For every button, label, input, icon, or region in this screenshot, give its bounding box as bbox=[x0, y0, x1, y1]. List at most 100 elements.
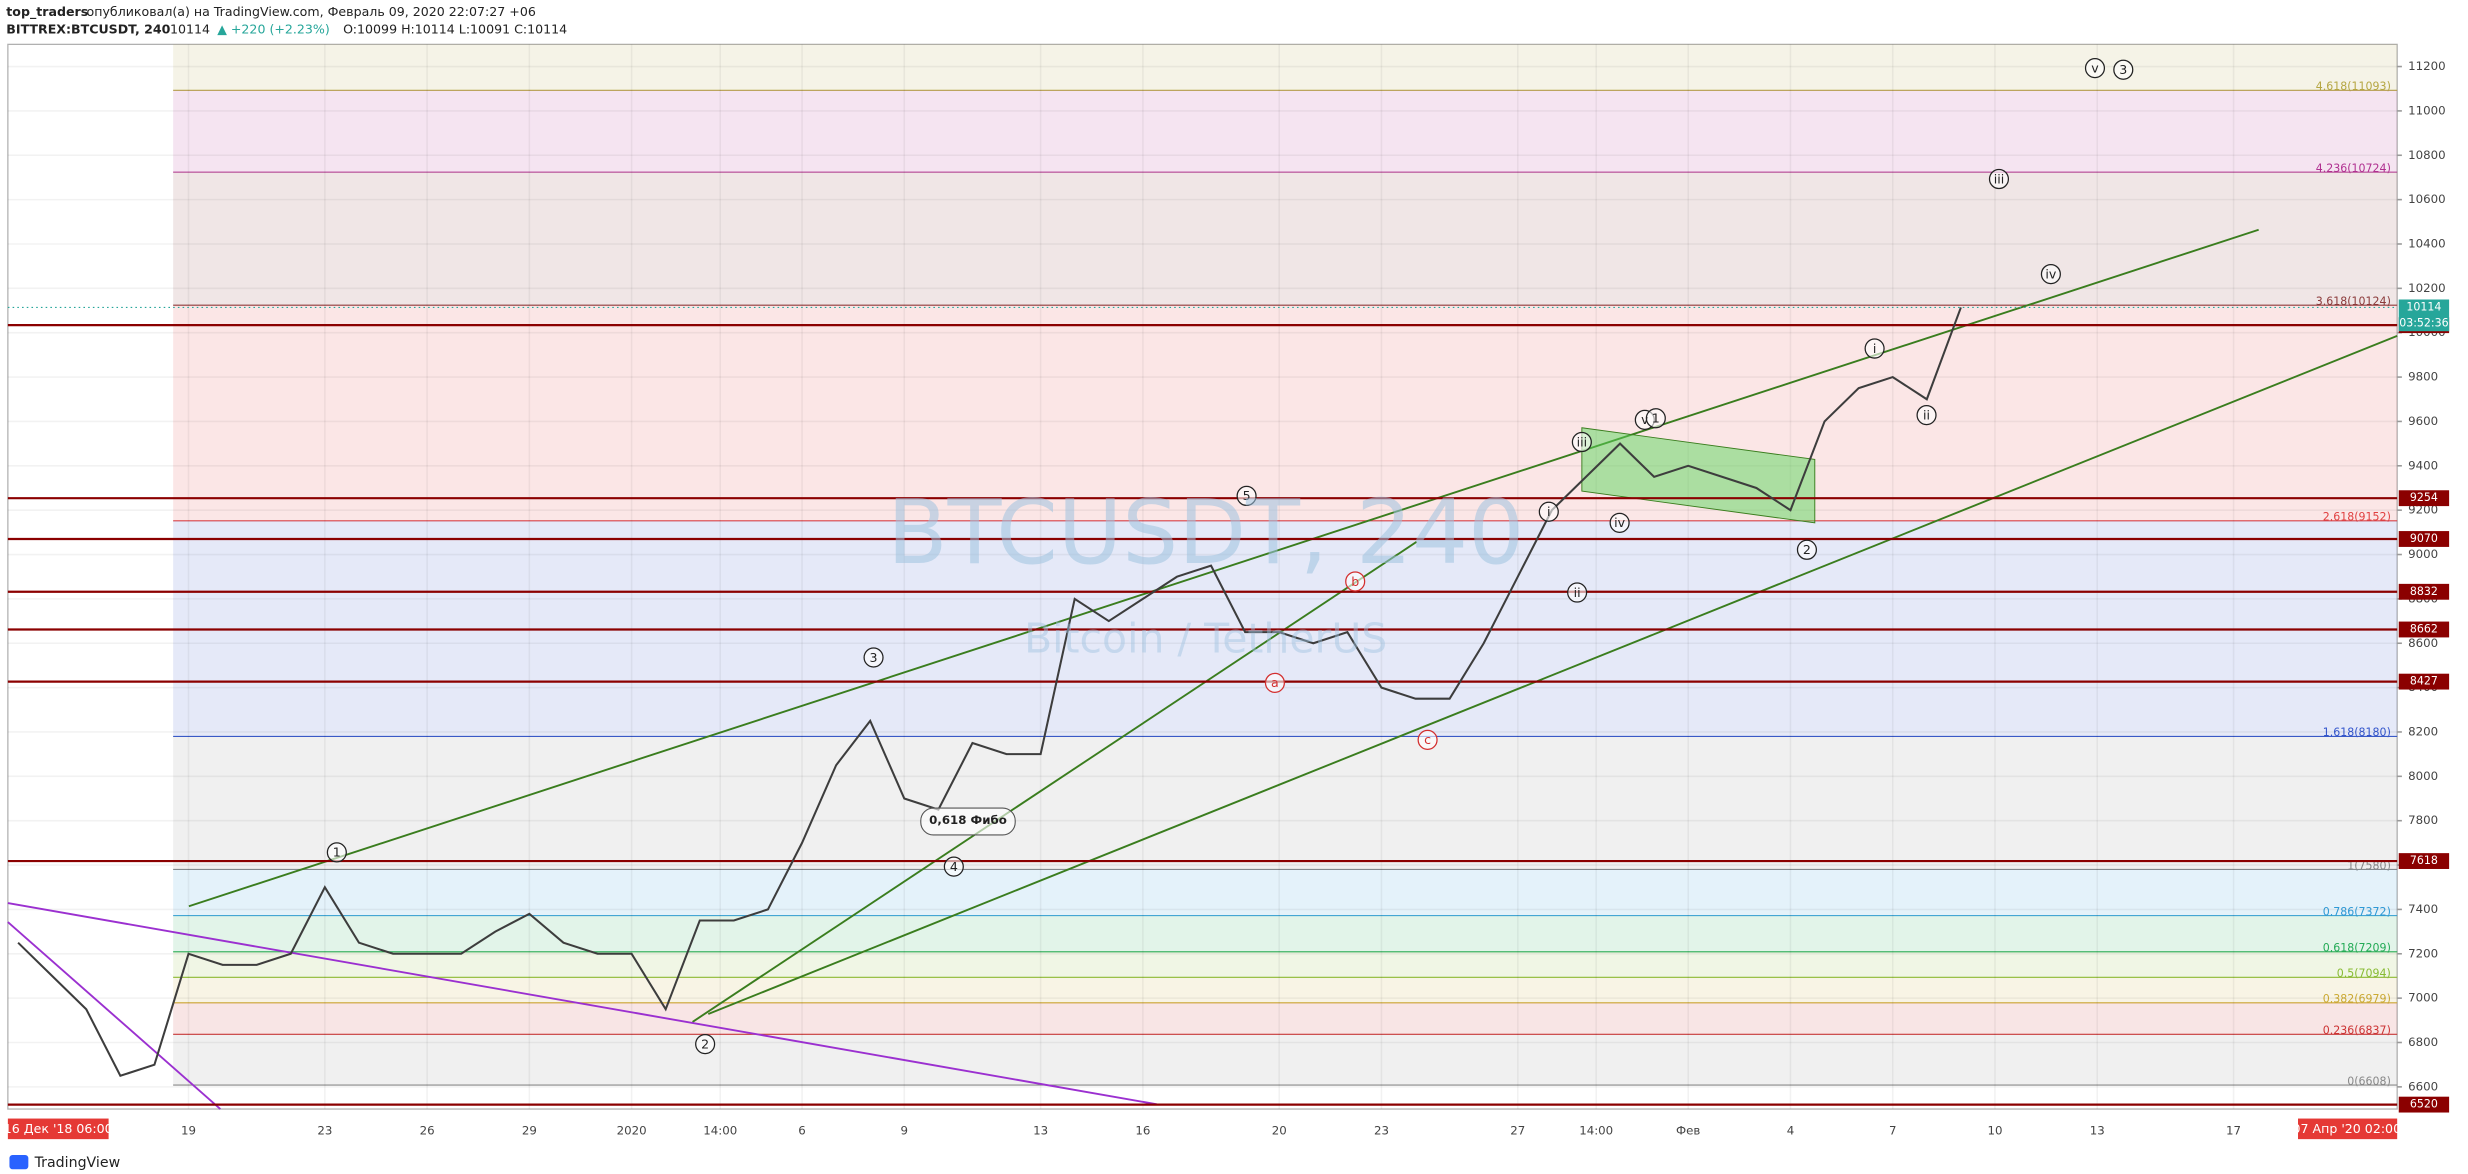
wave-circle bbox=[1345, 571, 1366, 592]
plot-frame bbox=[7, 43, 2398, 1110]
wave-label: 2 bbox=[1803, 542, 1811, 557]
wave-label: iv bbox=[1614, 515, 1625, 530]
symbol: BITTREX:BTCUSDT, 240 bbox=[6, 22, 170, 37]
change: ▲ +220 (+2.23%) bbox=[217, 22, 330, 37]
y-tick-label: 7800 bbox=[2408, 813, 2438, 827]
level-tag bbox=[2398, 673, 2450, 690]
level-tag bbox=[2398, 1096, 2450, 1113]
y-tick-label: 10400 bbox=[2408, 236, 2446, 250]
wave-label: i bbox=[1547, 504, 1551, 519]
last-price-header: 10114 bbox=[170, 22, 210, 37]
fib-label: 0.618(7209) bbox=[2323, 942, 2391, 955]
wave-circle bbox=[1567, 582, 1588, 603]
fib-label: 3.618(10124) bbox=[2316, 295, 2391, 308]
trend-line bbox=[7, 921, 221, 1110]
fib-label: 0.382(6979) bbox=[2323, 993, 2391, 1006]
y-tick-label: 9400 bbox=[2408, 458, 2438, 472]
countdown: 03:52:36 bbox=[2399, 316, 2448, 329]
fib-label: 4.618(11093) bbox=[2316, 80, 2391, 93]
y-tick-label: 11200 bbox=[2408, 59, 2446, 73]
wave-label: a bbox=[1271, 675, 1279, 690]
fib-band bbox=[173, 1034, 2398, 1086]
fib-label: 2.618(9152) bbox=[2323, 511, 2391, 524]
fib-band bbox=[173, 977, 2398, 1003]
wave-circle bbox=[2040, 263, 2061, 285]
level-tag-label: 6520 bbox=[2410, 1098, 2438, 1111]
last-price-tag bbox=[2398, 299, 2450, 332]
x-tick-label: 19 bbox=[181, 1124, 196, 1138]
wave-label: ii bbox=[1574, 585, 1581, 600]
x-tick-label: 29 bbox=[522, 1124, 537, 1138]
x-tick-label: 14:00 bbox=[1579, 1124, 1613, 1138]
x-tick-label: 2020 bbox=[617, 1124, 647, 1138]
wave-circle bbox=[1796, 539, 1818, 560]
last-price-label: 10114 bbox=[2406, 300, 2441, 313]
wave-circle bbox=[326, 842, 347, 863]
x-tick-label: 14:00 bbox=[703, 1124, 737, 1138]
wave-label: 2 bbox=[701, 1036, 709, 1051]
fib-band bbox=[173, 90, 2398, 173]
fib-band bbox=[173, 951, 2398, 978]
ohlc: O:10099 H:10114 L:10091 C:10114 bbox=[343, 22, 567, 37]
author: top_traders bbox=[6, 4, 88, 20]
x-tick-label: 17 bbox=[2226, 1124, 2241, 1138]
level-tag-label: 8662 bbox=[2410, 622, 2438, 635]
x-tick-label: 4 bbox=[1787, 1124, 1795, 1138]
footer: TradingView bbox=[34, 1155, 121, 1171]
published: опубликовал(а) на TradingView.com, Февра… bbox=[87, 4, 536, 19]
x-tick-label: 7 bbox=[1889, 1124, 1897, 1138]
fib-band bbox=[173, 736, 2398, 870]
watermark-sub: Bitcoin / TetherUS bbox=[1024, 615, 1387, 663]
x-tick-label: 10 bbox=[1987, 1124, 2002, 1138]
wave-circle bbox=[695, 1033, 716, 1055]
y-tick-label: 9000 bbox=[2408, 547, 2438, 561]
wave-label: 1 bbox=[1652, 411, 1660, 426]
wave-circle bbox=[943, 856, 964, 877]
fib-label: 1.618(8180) bbox=[2323, 726, 2391, 739]
x-tick-label: 27 bbox=[1510, 1124, 1525, 1138]
wave-circle bbox=[1645, 408, 1666, 429]
fib-band bbox=[173, 915, 2398, 952]
fib-label: 1(7580) bbox=[2347, 859, 2391, 872]
y-tick-label: 11000 bbox=[2408, 103, 2446, 117]
wave-circle bbox=[1571, 431, 1592, 453]
trend-line bbox=[707, 334, 2398, 1015]
fib-label: 0.236(6837) bbox=[2323, 1024, 2391, 1037]
wave-circle bbox=[1916, 404, 1937, 426]
y-tick-label: 8600 bbox=[2408, 636, 2438, 650]
y-tick-label: 7400 bbox=[2408, 902, 2438, 916]
range-start-bg bbox=[7, 1118, 109, 1140]
wave-label: v bbox=[1641, 412, 1649, 427]
wave-label: 3 bbox=[2119, 62, 2127, 77]
level-tag bbox=[2398, 531, 2450, 547]
wave-label: v bbox=[2091, 60, 2099, 75]
fib-label: 0.5(7094) bbox=[2337, 967, 2391, 980]
x-tick-label: 26 bbox=[420, 1124, 435, 1138]
wave-circle bbox=[1988, 168, 2010, 190]
plot-layer: 4.618(11093) 4.236(10724) 3.618(10124) 2.61… bbox=[7, 44, 2450, 1138]
y-tick-label: 10800 bbox=[2408, 148, 2446, 162]
fib-label: 4.236(10724) bbox=[2316, 162, 2391, 175]
level-tag bbox=[2398, 490, 2450, 507]
wave-circle bbox=[1417, 729, 1438, 751]
trend-line bbox=[7, 902, 1158, 1106]
level-tag bbox=[2398, 583, 2450, 600]
level-tag-label: 9070 bbox=[2410, 532, 2438, 545]
wave-circle bbox=[2113, 59, 2134, 80]
x-tick-label: 6 bbox=[798, 1124, 806, 1138]
y-tick-label: 10200 bbox=[2408, 281, 2446, 295]
wave-label: 5 bbox=[1243, 488, 1251, 503]
wave-label: 4 bbox=[950, 859, 958, 874]
wave-label: b bbox=[1351, 574, 1359, 589]
wave-label: c bbox=[1424, 732, 1431, 747]
level-tag bbox=[2398, 621, 2450, 638]
wave-label: iii bbox=[1994, 171, 2004, 186]
wave-label: iii bbox=[1577, 434, 1587, 449]
note: 0,618 Фибо bbox=[929, 813, 1007, 827]
y-tick-label: 9200 bbox=[2408, 503, 2438, 517]
fib-band bbox=[173, 869, 2398, 916]
level-tag-label: 9254 bbox=[2410, 491, 2438, 504]
y-tick-label: 9800 bbox=[2408, 370, 2438, 384]
wave-label: 1 bbox=[333, 845, 341, 860]
